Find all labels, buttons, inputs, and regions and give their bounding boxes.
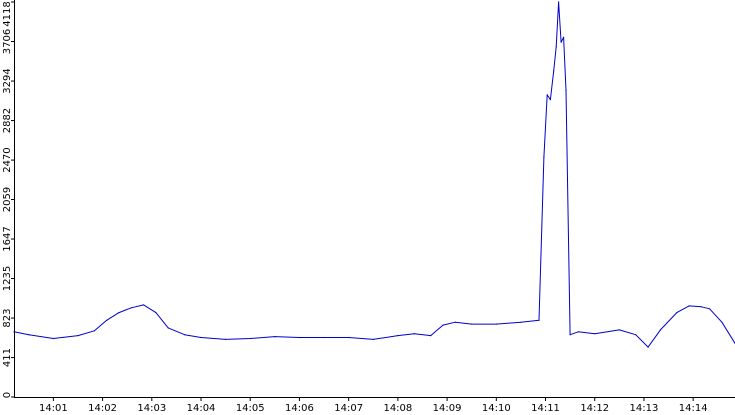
data-point (397, 335, 399, 337)
data-point (442, 324, 444, 326)
data-point (553, 70, 555, 72)
data-point (28, 334, 30, 336)
data-point (13, 331, 15, 333)
x-ticks: 14:01 14:02 14:03 14:04 14:05 14:06 14:07 14:08… (39, 397, 708, 414)
y-ticks: 0 411 823 1235 1647 2059 2470 2882 3294 3706 4118 (2, 1, 14, 398)
series-line-0 (13, 1, 735, 348)
data-point (77, 335, 79, 337)
data-point (274, 336, 276, 338)
data-point (538, 319, 540, 321)
y-tick-label: 4118 (2, 1, 13, 26)
data-point (618, 329, 620, 331)
data-point (495, 323, 497, 325)
data-point (565, 89, 567, 91)
data-point (118, 312, 120, 314)
y-tick-label: 3294 (2, 68, 13, 93)
data-point (577, 331, 579, 333)
data-point (413, 333, 415, 335)
data-point (546, 94, 548, 96)
data-point (471, 323, 473, 325)
x-tick-label: 14:01 (39, 403, 68, 414)
data-point (143, 304, 145, 306)
data-point (130, 307, 132, 309)
x-tick-label: 14:12 (580, 403, 609, 414)
series-group (13, 1, 735, 348)
y-tick-label: 2470 (2, 147, 13, 172)
data-point (659, 329, 662, 331)
x-tick-label: 14:11 (531, 403, 560, 414)
x-tick-label: 14:06 (285, 403, 314, 414)
x-tick-label: 14:04 (187, 403, 216, 414)
data-point (323, 336, 325, 339)
data-point (225, 338, 227, 340)
x-tick-label: 14:09 (433, 403, 462, 414)
data-point (520, 321, 522, 323)
data-point (635, 334, 637, 336)
x-tick-label: 14:03 (137, 403, 166, 414)
data-point (106, 319, 108, 321)
data-point (563, 36, 565, 38)
data-point (454, 321, 456, 323)
x-tick-label: 14:14 (679, 403, 708, 414)
y-tick-label: 2059 (2, 187, 13, 212)
data-point (298, 336, 300, 339)
data-point (167, 327, 169, 329)
data-point (200, 336, 202, 339)
x-tick-label: 14:05 (236, 403, 265, 414)
y-tick-label: 411 (2, 348, 13, 367)
data-point (372, 338, 374, 340)
data-point (676, 312, 678, 314)
y-tick-label: 0 (2, 392, 13, 398)
x-tick-label: 14:13 (630, 403, 659, 414)
y-tick-label: 2882 (2, 108, 13, 133)
y-tick-label: 1647 (2, 226, 13, 251)
data-point (543, 156, 545, 158)
x-tick-label: 14:07 (334, 403, 363, 414)
data-point (348, 336, 350, 339)
x-tick-label: 14:10 (482, 403, 511, 414)
data-point (569, 334, 571, 336)
data-point (688, 305, 690, 307)
y-tick-label: 1235 (2, 266, 13, 291)
data-point (430, 335, 432, 337)
x-tick-label: 14:08 (383, 403, 412, 414)
x-tick-label: 14:02 (88, 403, 117, 414)
y-tick-label: 823 (2, 309, 13, 328)
data-point (184, 334, 186, 336)
data-point (249, 337, 251, 340)
data-point (721, 321, 723, 323)
data-point (555, 46, 557, 48)
data-point (549, 99, 552, 101)
data-point (155, 312, 157, 314)
data-point (93, 330, 95, 332)
y-tick-label: 3706 (2, 29, 13, 54)
data-point (700, 306, 703, 308)
data-point (560, 41, 562, 43)
data-point (558, 1, 560, 3)
data-point (647, 346, 649, 348)
data-point (52, 337, 55, 340)
data-point (709, 308, 711, 310)
data-point (594, 333, 596, 335)
